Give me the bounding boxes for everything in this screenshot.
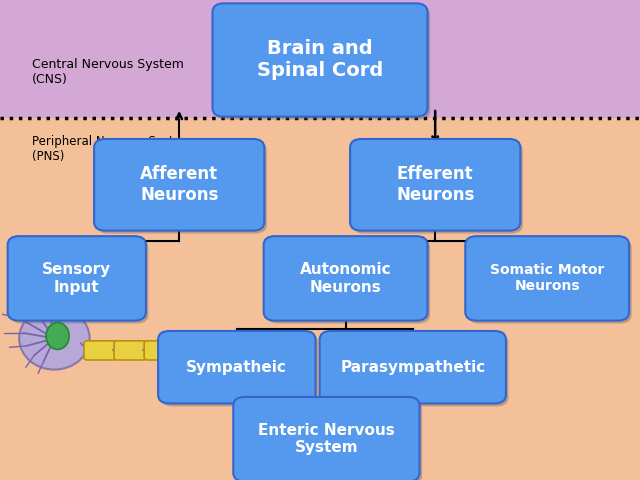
FancyBboxPatch shape: [236, 400, 422, 480]
FancyBboxPatch shape: [234, 397, 420, 480]
FancyBboxPatch shape: [84, 341, 116, 360]
Text: Peripheral Nervous System
(PNS): Peripheral Nervous System (PNS): [32, 135, 193, 163]
FancyBboxPatch shape: [266, 239, 430, 324]
Text: Sympatheic: Sympatheic: [186, 360, 287, 375]
FancyBboxPatch shape: [10, 239, 148, 324]
Text: Enteric Nervous
System: Enteric Nervous System: [258, 423, 395, 456]
FancyBboxPatch shape: [353, 142, 523, 234]
FancyBboxPatch shape: [204, 341, 236, 360]
FancyBboxPatch shape: [468, 239, 632, 324]
Text: Autonomic
Neurons: Autonomic Neurons: [300, 262, 392, 295]
Text: Somatic Motor
Neurons: Somatic Motor Neurons: [490, 264, 604, 293]
FancyBboxPatch shape: [264, 236, 428, 321]
FancyBboxPatch shape: [8, 236, 146, 321]
Bar: [0, 0, 640, 118]
FancyBboxPatch shape: [320, 331, 506, 403]
Text: Efferent
Neurons: Efferent Neurons: [396, 166, 474, 204]
FancyBboxPatch shape: [323, 334, 509, 406]
FancyBboxPatch shape: [114, 341, 146, 360]
Text: Brain and
Spinal Cord: Brain and Spinal Cord: [257, 39, 383, 81]
Text: Parasympathetic: Parasympathetic: [340, 360, 485, 375]
FancyBboxPatch shape: [215, 6, 430, 120]
FancyBboxPatch shape: [161, 334, 318, 406]
Text: Sensory
Input: Sensory Input: [42, 262, 111, 295]
Text: Central Nervous System
(CNS): Central Nervous System (CNS): [32, 58, 184, 86]
FancyBboxPatch shape: [465, 236, 629, 321]
FancyBboxPatch shape: [174, 341, 206, 360]
FancyBboxPatch shape: [158, 331, 316, 403]
FancyBboxPatch shape: [212, 3, 428, 117]
FancyBboxPatch shape: [144, 341, 176, 360]
Text: Afferent
Neurons: Afferent Neurons: [140, 166, 218, 204]
Ellipse shape: [46, 323, 69, 349]
FancyBboxPatch shape: [350, 139, 520, 231]
Ellipse shape: [19, 307, 90, 370]
FancyBboxPatch shape: [94, 139, 264, 231]
FancyBboxPatch shape: [97, 142, 267, 234]
